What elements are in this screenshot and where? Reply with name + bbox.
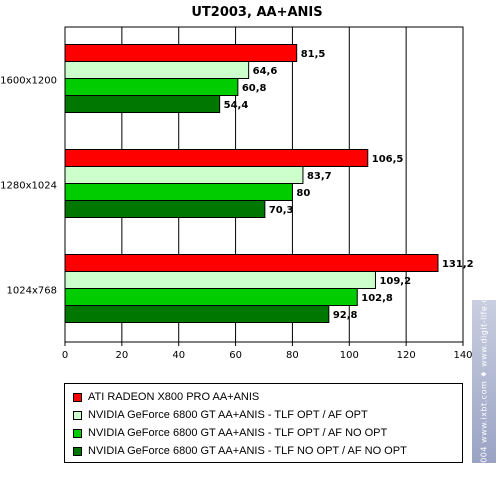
data-label: 106,5	[372, 154, 404, 165]
chart-title: UT2003, AA+ANIS	[191, 5, 322, 20]
x-tick-label: 100	[340, 350, 359, 361]
watermark-strip: © 2004 www.ixbt.com ♦ www.digit-life.com	[472, 284, 496, 480]
legend-swatch	[73, 428, 82, 438]
data-label: 64,6	[253, 66, 278, 77]
plot-area-frame	[64, 26, 464, 343]
watermark-text: © 2004 www.ixbt.com ♦ www.digit-life.com	[479, 284, 489, 480]
x-axis-ticks: 0 20 40 60 80 100 120 140	[62, 342, 473, 361]
bar	[64, 305, 330, 323]
legend-item-ati-x800-pro: ATI RADEON X800 PRO AA+ANIS	[73, 388, 462, 406]
bar	[64, 200, 266, 218]
data-label: 102,8	[361, 293, 393, 304]
legend-swatch	[73, 446, 82, 456]
legend-swatch	[73, 410, 82, 420]
bar-chart: UT2003, AA+ANIS 81,5 64,6 60,8 54,4 106,5 83,…	[0, 5, 474, 361]
legend-label: NVIDIA GeForce 6800 GT AA+ANIS - TLF OPT…	[88, 427, 388, 439]
bar	[64, 78, 239, 96]
bar	[64, 166, 304, 184]
data-label: 109,2	[379, 276, 411, 287]
category-label: 1600x1200	[0, 76, 57, 87]
category-label: 1280x1024	[0, 181, 57, 192]
x-tick-label: 60	[229, 350, 242, 361]
data-label: 83,7	[307, 171, 332, 182]
x-tick-label: 140	[453, 350, 472, 361]
bar	[64, 288, 358, 306]
bar	[64, 271, 376, 289]
legend-item-6800gt-tlf-no-opt-af-no-opt: NVIDIA GeForce 6800 GT AA+ANIS - TLF NO …	[73, 442, 462, 460]
data-label: 81,5	[301, 49, 326, 60]
data-label: 80	[296, 188, 310, 199]
legend-label: ATI RADEON X800 PRO AA+ANIS	[88, 391, 260, 403]
bar	[64, 254, 439, 272]
bar	[64, 61, 250, 79]
x-tick-label: 120	[397, 350, 416, 361]
data-label: 60,8	[242, 83, 267, 94]
bar	[64, 149, 369, 167]
legend-label: NVIDIA GeForce 6800 GT AA+ANIS - TLF NO …	[88, 445, 407, 457]
bar	[64, 95, 221, 113]
x-tick-label: 0	[62, 350, 68, 361]
x-tick-label: 40	[172, 350, 185, 361]
legend-swatch	[73, 392, 82, 402]
data-label: 131,2	[442, 259, 474, 270]
bar	[64, 183, 293, 201]
data-label: 92,8	[333, 310, 358, 321]
legend: ATI RADEON X800 PRO AA+ANIS NVIDIA GeFor…	[64, 383, 463, 463]
bar	[64, 44, 298, 62]
legend-label: NVIDIA GeForce 6800 GT AA+ANIS - TLF OPT…	[88, 409, 368, 421]
data-label: 54,4	[224, 100, 249, 111]
x-tick-label: 20	[115, 350, 128, 361]
x-tick-label: 80	[286, 350, 299, 361]
data-label: 70,3	[269, 205, 294, 216]
legend-item-6800gt-tlf-opt-af-no-opt: NVIDIA GeForce 6800 GT AA+ANIS - TLF OPT…	[73, 424, 462, 442]
category-label: 1024x768	[7, 286, 57, 297]
category-labels: 1600x1200 1280x1024 1024x768	[0, 76, 57, 297]
legend-item-6800gt-tlf-opt-af-opt: NVIDIA GeForce 6800 GT AA+ANIS - TLF OPT…	[73, 406, 462, 424]
